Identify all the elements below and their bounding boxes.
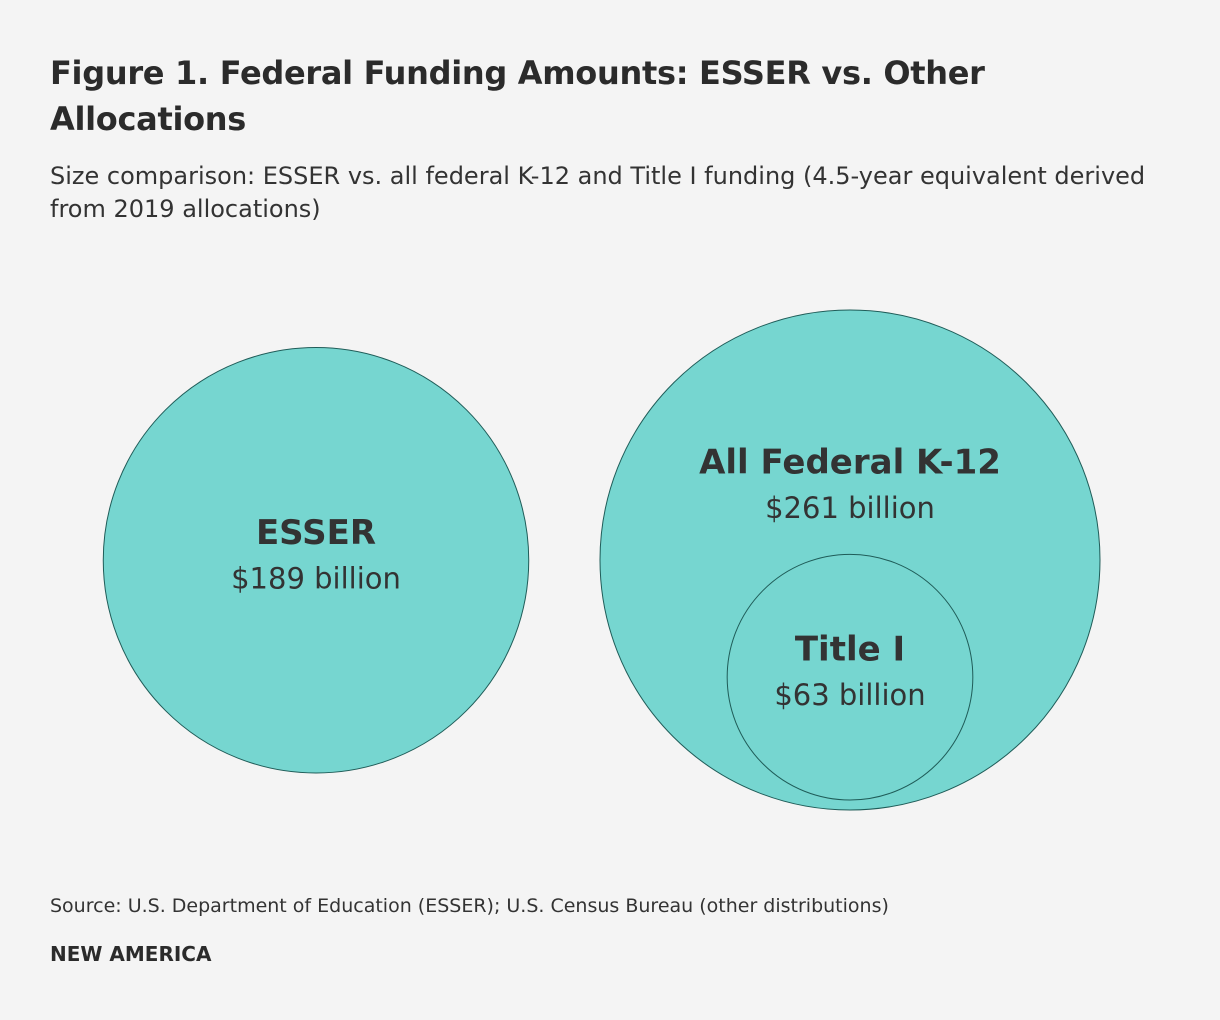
chart-title: Figure 1. Federal Funding Amounts: ESSER… [50,54,985,138]
bubble-value: $261 billion [765,491,935,525]
bubble-name: All Federal K-12 [699,443,1001,483]
chart-subtitle: Size comparison: ESSER vs. all federal K… [50,162,1146,223]
bubble-value: $189 billion [231,561,401,595]
bubble [102,347,530,774]
source-note: Source: U.S. Department of Education (ES… [50,895,889,917]
bubble-value: $63 billion [774,678,925,712]
bubble [726,553,974,801]
bubble-name: Title I [795,630,905,670]
bubble-name: ESSER [256,513,376,553]
brand: NEW AMERICA [50,942,212,966]
